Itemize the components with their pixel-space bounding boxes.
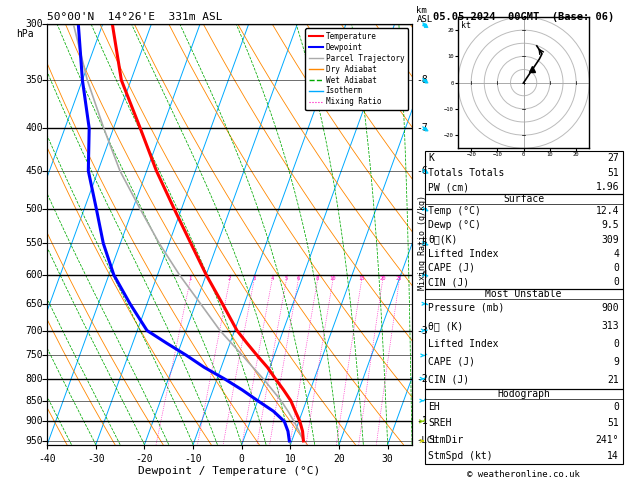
Text: Lifted Index: Lifted Index — [428, 339, 499, 349]
Text: 950: 950 — [25, 436, 43, 446]
Text: -4: -4 — [416, 270, 428, 280]
Text: 9.5: 9.5 — [601, 220, 619, 230]
Text: CAPE (J): CAPE (J) — [428, 263, 476, 273]
Text: CIN (J): CIN (J) — [428, 277, 469, 287]
Text: 8: 8 — [316, 276, 319, 281]
Text: 27: 27 — [607, 153, 619, 163]
Text: 700: 700 — [25, 326, 43, 335]
Text: 0: 0 — [613, 277, 619, 287]
Text: 600: 600 — [25, 270, 43, 280]
Text: PW (cm): PW (cm) — [428, 182, 469, 192]
Legend: Temperature, Dewpoint, Parcel Trajectory, Dry Adiabat, Wet Adiabat, Isotherm, Mi: Temperature, Dewpoint, Parcel Trajectory… — [305, 28, 408, 110]
Text: 25: 25 — [396, 276, 403, 281]
Text: 51: 51 — [607, 168, 619, 177]
Text: 10: 10 — [330, 276, 336, 281]
Text: 0: 0 — [613, 263, 619, 273]
Text: 650: 650 — [25, 299, 43, 309]
Text: SREH: SREH — [428, 418, 452, 428]
Text: θᴁ (K): θᴁ (K) — [428, 321, 464, 331]
Text: -6: -6 — [416, 166, 428, 176]
Text: 14: 14 — [607, 451, 619, 461]
Text: 500: 500 — [25, 204, 43, 214]
Text: Dewp (°C): Dewp (°C) — [428, 220, 481, 230]
Text: 15: 15 — [359, 276, 365, 281]
Text: 1: 1 — [189, 276, 192, 281]
Text: 0: 0 — [613, 339, 619, 349]
Text: 4: 4 — [270, 276, 274, 281]
Text: 5: 5 — [284, 276, 288, 281]
Text: Surface: Surface — [503, 194, 544, 204]
Text: 12.4: 12.4 — [596, 206, 619, 216]
Text: 900: 900 — [25, 417, 43, 426]
Text: 21: 21 — [607, 375, 619, 385]
X-axis label: Dewpoint / Temperature (°C): Dewpoint / Temperature (°C) — [138, 467, 321, 476]
Text: Mixing Ratio (g/kg): Mixing Ratio (g/kg) — [418, 195, 427, 291]
Text: StmDir: StmDir — [428, 434, 464, 445]
Text: -7: -7 — [416, 123, 428, 133]
Text: Temp (°C): Temp (°C) — [428, 206, 481, 216]
Text: -3: -3 — [416, 326, 428, 335]
Text: 6: 6 — [296, 276, 300, 281]
Text: 550: 550 — [25, 238, 43, 248]
Text: 9: 9 — [613, 357, 619, 367]
Text: 350: 350 — [25, 75, 43, 85]
Text: Totals Totals: Totals Totals — [428, 168, 504, 177]
Text: -5: -5 — [416, 238, 428, 248]
Text: 50°00'N  14°26'E  331m ASL: 50°00'N 14°26'E 331m ASL — [47, 12, 223, 22]
Text: 309: 309 — [601, 235, 619, 244]
Text: 20: 20 — [379, 276, 386, 281]
Text: -8: -8 — [416, 75, 428, 85]
Text: km
ASL: km ASL — [416, 6, 433, 24]
Text: 850: 850 — [25, 396, 43, 406]
Text: kt: kt — [460, 21, 470, 30]
Text: StmSpd (kt): StmSpd (kt) — [428, 451, 493, 461]
Text: 2: 2 — [228, 276, 231, 281]
Text: Pressure (mb): Pressure (mb) — [428, 303, 504, 313]
Text: 900: 900 — [601, 303, 619, 313]
Text: EH: EH — [428, 402, 440, 412]
Text: CAPE (J): CAPE (J) — [428, 357, 476, 367]
Text: Most Unstable: Most Unstable — [486, 289, 562, 299]
Text: 1.96: 1.96 — [596, 182, 619, 192]
Text: CIN (J): CIN (J) — [428, 375, 469, 385]
Text: 800: 800 — [25, 374, 43, 384]
Text: Hodograph: Hodograph — [497, 389, 550, 399]
Text: hPa: hPa — [16, 29, 34, 38]
Text: K: K — [428, 153, 434, 163]
Text: 750: 750 — [25, 350, 43, 361]
Text: 4: 4 — [613, 249, 619, 259]
Text: -1: -1 — [416, 417, 428, 426]
Text: -2: -2 — [416, 374, 428, 384]
Text: 05.05.2024  00GMT  (Base: 06): 05.05.2024 00GMT (Base: 06) — [433, 12, 615, 22]
Text: θᴁ(K): θᴁ(K) — [428, 235, 458, 244]
Text: 3: 3 — [252, 276, 255, 281]
Text: -LCL: -LCL — [416, 436, 438, 445]
Text: 241°: 241° — [596, 434, 619, 445]
Text: 300: 300 — [25, 19, 43, 29]
Text: Lifted Index: Lifted Index — [428, 249, 499, 259]
Text: 51: 51 — [607, 418, 619, 428]
Text: 400: 400 — [25, 123, 43, 133]
Text: 0: 0 — [613, 402, 619, 412]
Text: 313: 313 — [601, 321, 619, 331]
Text: 450: 450 — [25, 166, 43, 176]
Text: © weatheronline.co.uk: © weatheronline.co.uk — [467, 469, 580, 479]
